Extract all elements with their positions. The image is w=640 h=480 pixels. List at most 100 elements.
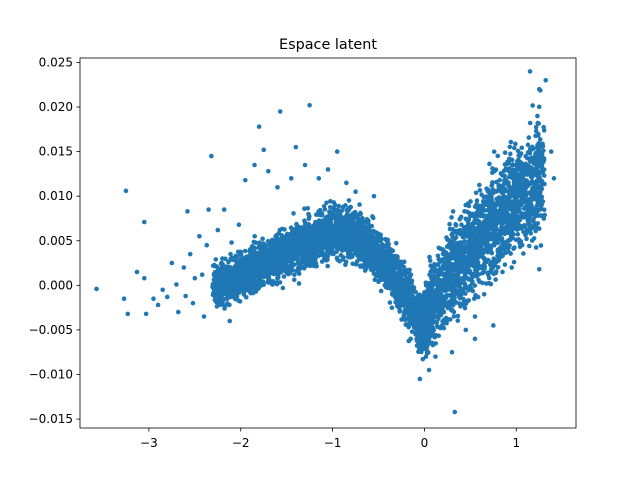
data-point (370, 215, 376, 221)
data-point (416, 308, 422, 313)
data-point (300, 259, 306, 264)
data-point (440, 304, 446, 309)
data-point (449, 308, 454, 313)
points-layer (94, 69, 557, 415)
data-point (290, 228, 295, 234)
data-point (476, 248, 482, 253)
data-point (234, 286, 239, 292)
data-point (472, 228, 478, 234)
data-point (325, 257, 330, 263)
data-point (460, 248, 466, 253)
data-point (437, 291, 442, 297)
data-point (307, 228, 313, 233)
data-point (454, 270, 460, 276)
data-point (239, 287, 245, 293)
data-point (274, 280, 279, 285)
data-point (275, 276, 280, 281)
data-point (314, 240, 320, 246)
data-point (302, 218, 307, 224)
data-point (256, 250, 261, 256)
data-point (233, 296, 238, 302)
data-point (468, 232, 474, 238)
data-point (291, 211, 296, 216)
data-point (334, 240, 340, 245)
data-point (362, 236, 368, 242)
data-point (371, 265, 377, 271)
data-point (404, 307, 410, 313)
data-point (250, 262, 256, 268)
data-point (473, 244, 478, 249)
data-point (431, 313, 437, 318)
data-point (474, 198, 480, 203)
data-point (340, 217, 345, 222)
data-point (340, 254, 346, 260)
data-point (388, 282, 394, 288)
data-point (462, 208, 467, 214)
data-point (482, 263, 488, 269)
data-point (270, 250, 275, 256)
data-point (312, 229, 317, 235)
data-point (506, 249, 511, 254)
data-point (397, 260, 403, 266)
data-point (286, 266, 292, 272)
data-point (250, 277, 255, 283)
data-point (453, 235, 459, 240)
data-point (259, 242, 265, 247)
data-point (431, 327, 437, 333)
data-point (284, 247, 289, 253)
data-point (492, 225, 498, 230)
data-point (260, 236, 265, 242)
data-point (467, 268, 473, 274)
data-point (475, 294, 481, 300)
data-point (306, 222, 312, 227)
data-point (353, 236, 359, 241)
data-point (219, 274, 225, 279)
data-point (487, 208, 493, 214)
data-point (403, 294, 409, 299)
data-point (386, 262, 391, 268)
data-point (213, 285, 218, 291)
data-point (463, 232, 469, 237)
data-point (511, 259, 517, 265)
data-point (452, 251, 458, 257)
data-point (496, 200, 502, 206)
data-point (480, 199, 486, 204)
data-point (482, 225, 488, 231)
data-point (436, 245, 442, 251)
data-point (493, 260, 498, 265)
data-point (359, 232, 364, 238)
data-point (463, 291, 468, 296)
data-point (508, 151, 513, 157)
data-point (358, 220, 364, 225)
data-point (321, 229, 326, 235)
data-point (502, 150, 508, 155)
data-point (478, 210, 484, 216)
data-point (334, 249, 339, 254)
data-point (357, 250, 362, 256)
data-point (313, 212, 319, 217)
data-point (477, 182, 482, 188)
data-point (389, 305, 395, 311)
data-point (468, 199, 473, 204)
data-point (222, 303, 228, 309)
data-point (513, 211, 519, 217)
data-point (214, 304, 220, 309)
data-point (296, 281, 302, 286)
data-point (268, 243, 274, 249)
data-point (261, 261, 266, 266)
data-point (477, 264, 482, 269)
data-point (231, 257, 237, 263)
data-point (270, 270, 275, 275)
data-point (252, 233, 257, 239)
data-point (339, 208, 345, 213)
data-point (312, 223, 317, 229)
data-point (305, 234, 311, 239)
data-point (351, 241, 356, 247)
data-point (453, 223, 459, 228)
data-point (449, 274, 454, 280)
data-point (289, 264, 295, 269)
data-point (354, 214, 360, 220)
data-point (389, 270, 394, 275)
data-point (486, 280, 492, 286)
data-point (329, 238, 335, 244)
